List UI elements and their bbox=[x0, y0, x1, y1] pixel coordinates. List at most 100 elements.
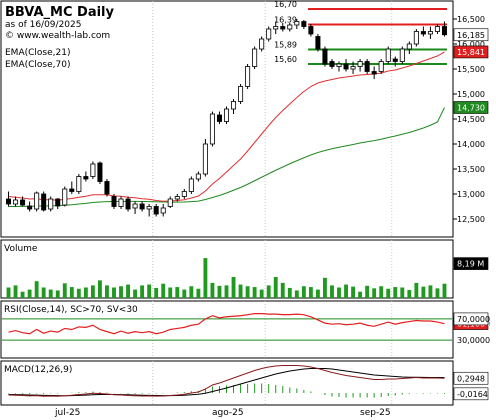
volume-bar bbox=[315, 289, 320, 298]
candle-body bbox=[97, 162, 103, 182]
macd-hist-badge: -0,0164 bbox=[457, 390, 488, 399]
volume-bar bbox=[365, 285, 370, 298]
volume-bar bbox=[112, 287, 116, 298]
grid bbox=[152, 1, 393, 405]
volume-badge-box bbox=[453, 257, 489, 270]
volume-bar bbox=[97, 280, 102, 298]
rsi-line bbox=[8, 313, 445, 335]
price-tick-label: 16,000 bbox=[457, 40, 485, 49]
level-label: 16,70 bbox=[274, 0, 297, 9]
candle-body bbox=[287, 24, 293, 30]
candle-body bbox=[209, 113, 215, 145]
volume-bar bbox=[344, 284, 348, 298]
candle-body bbox=[378, 61, 384, 72]
volume-bar bbox=[69, 287, 74, 298]
legend-ema70: EMA(Close,70) bbox=[5, 60, 70, 70]
ema21-badge: 15,841 bbox=[457, 48, 485, 57]
volume-bar bbox=[231, 277, 236, 298]
volume-bar bbox=[407, 290, 412, 298]
volume-bar bbox=[133, 289, 138, 298]
candle-body bbox=[125, 198, 131, 210]
volume-bar bbox=[252, 287, 257, 298]
price-tick-label: 13,500 bbox=[457, 165, 485, 174]
candle-body bbox=[385, 48, 391, 62]
macd-last-badge-box bbox=[453, 371, 489, 385]
price-last-badge: 16,185 bbox=[457, 31, 485, 40]
candle-body bbox=[27, 205, 33, 210]
axes: 16,500 16,000 15,500 15,000 14,500 14,000 13,5… bbox=[453, 15, 490, 345]
candle-body bbox=[160, 207, 166, 214]
candle-body bbox=[153, 206, 159, 215]
chart-title: BBVA_MC Daily bbox=[5, 5, 115, 20]
volume-badge: 8,19 M bbox=[457, 260, 484, 269]
price-tick-label: 14,500 bbox=[457, 115, 485, 124]
price-tick-label: 15,000 bbox=[457, 90, 485, 99]
price-tick-label: 14,000 bbox=[457, 140, 485, 149]
candle-body bbox=[343, 63, 349, 70]
macd-line bbox=[8, 365, 445, 397]
macd-hist-badge-box bbox=[453, 387, 489, 401]
ema70-line bbox=[8, 107, 445, 207]
volume-bar bbox=[34, 281, 39, 298]
volume-series bbox=[6, 258, 447, 298]
candle-body bbox=[83, 176, 89, 180]
volume-bar bbox=[273, 277, 278, 298]
volume-bar bbox=[147, 284, 152, 298]
volume-bar bbox=[83, 287, 88, 298]
volume-bar bbox=[175, 287, 180, 298]
candle-body bbox=[322, 48, 328, 65]
volume-bar bbox=[210, 282, 215, 298]
volume-bar bbox=[6, 287, 11, 298]
price-tick-label: 12,500 bbox=[457, 215, 485, 224]
level-label: 15,89 bbox=[274, 41, 297, 50]
candle-body bbox=[266, 28, 272, 40]
volume-bar bbox=[55, 290, 60, 298]
candle-body bbox=[69, 188, 75, 192]
x-label-sep: sep-25 bbox=[360, 408, 391, 418]
candle-body bbox=[139, 203, 145, 210]
macd-series bbox=[8, 365, 445, 398]
candle-body bbox=[202, 143, 208, 175]
volume-bar bbox=[105, 285, 109, 298]
volume-bar bbox=[308, 287, 313, 298]
candle-body bbox=[146, 206, 152, 210]
volume-bar bbox=[301, 286, 306, 298]
volume-bar bbox=[76, 288, 81, 298]
candle-body bbox=[223, 108, 230, 122]
volume-bar bbox=[119, 286, 123, 298]
candle-body bbox=[13, 199, 19, 205]
candle-body bbox=[350, 66, 356, 70]
candle-body bbox=[399, 48, 405, 62]
candle-body bbox=[273, 26, 279, 30]
volume-bar bbox=[287, 287, 292, 298]
candle-body bbox=[55, 198, 61, 207]
rsi-level-badge-box bbox=[453, 312, 489, 326]
legend-ema21: EMA(Close,21) bbox=[5, 48, 70, 58]
candle-body bbox=[259, 38, 265, 50]
candle-body bbox=[20, 199, 26, 206]
level-label: 15,60 bbox=[274, 55, 297, 64]
volume-bar bbox=[294, 290, 299, 298]
volume-bar bbox=[189, 286, 194, 298]
ema70-badge: 14,730 bbox=[457, 104, 485, 113]
volume-bar bbox=[203, 258, 208, 298]
volume-bar bbox=[266, 285, 271, 298]
macd-last-badge: 0,2948 bbox=[457, 374, 485, 383]
candle-body bbox=[427, 31, 433, 35]
candle-body bbox=[441, 26, 447, 36]
candle-body bbox=[118, 198, 124, 207]
volume-bar bbox=[48, 289, 53, 298]
price-series: 16,70 16,39 15,89 15,60 bbox=[6, 0, 447, 217]
volume-bar bbox=[358, 291, 363, 298]
volume-bar bbox=[126, 284, 130, 298]
ema70-badge-box bbox=[453, 101, 489, 114]
volume-bar bbox=[168, 287, 173, 298]
candle-body bbox=[132, 203, 138, 209]
volume-bar bbox=[154, 287, 159, 298]
candle-body bbox=[104, 181, 110, 195]
volume-bar bbox=[238, 284, 243, 298]
candle-body bbox=[329, 61, 335, 67]
candle-body bbox=[315, 36, 321, 50]
candle-body bbox=[308, 26, 314, 35]
